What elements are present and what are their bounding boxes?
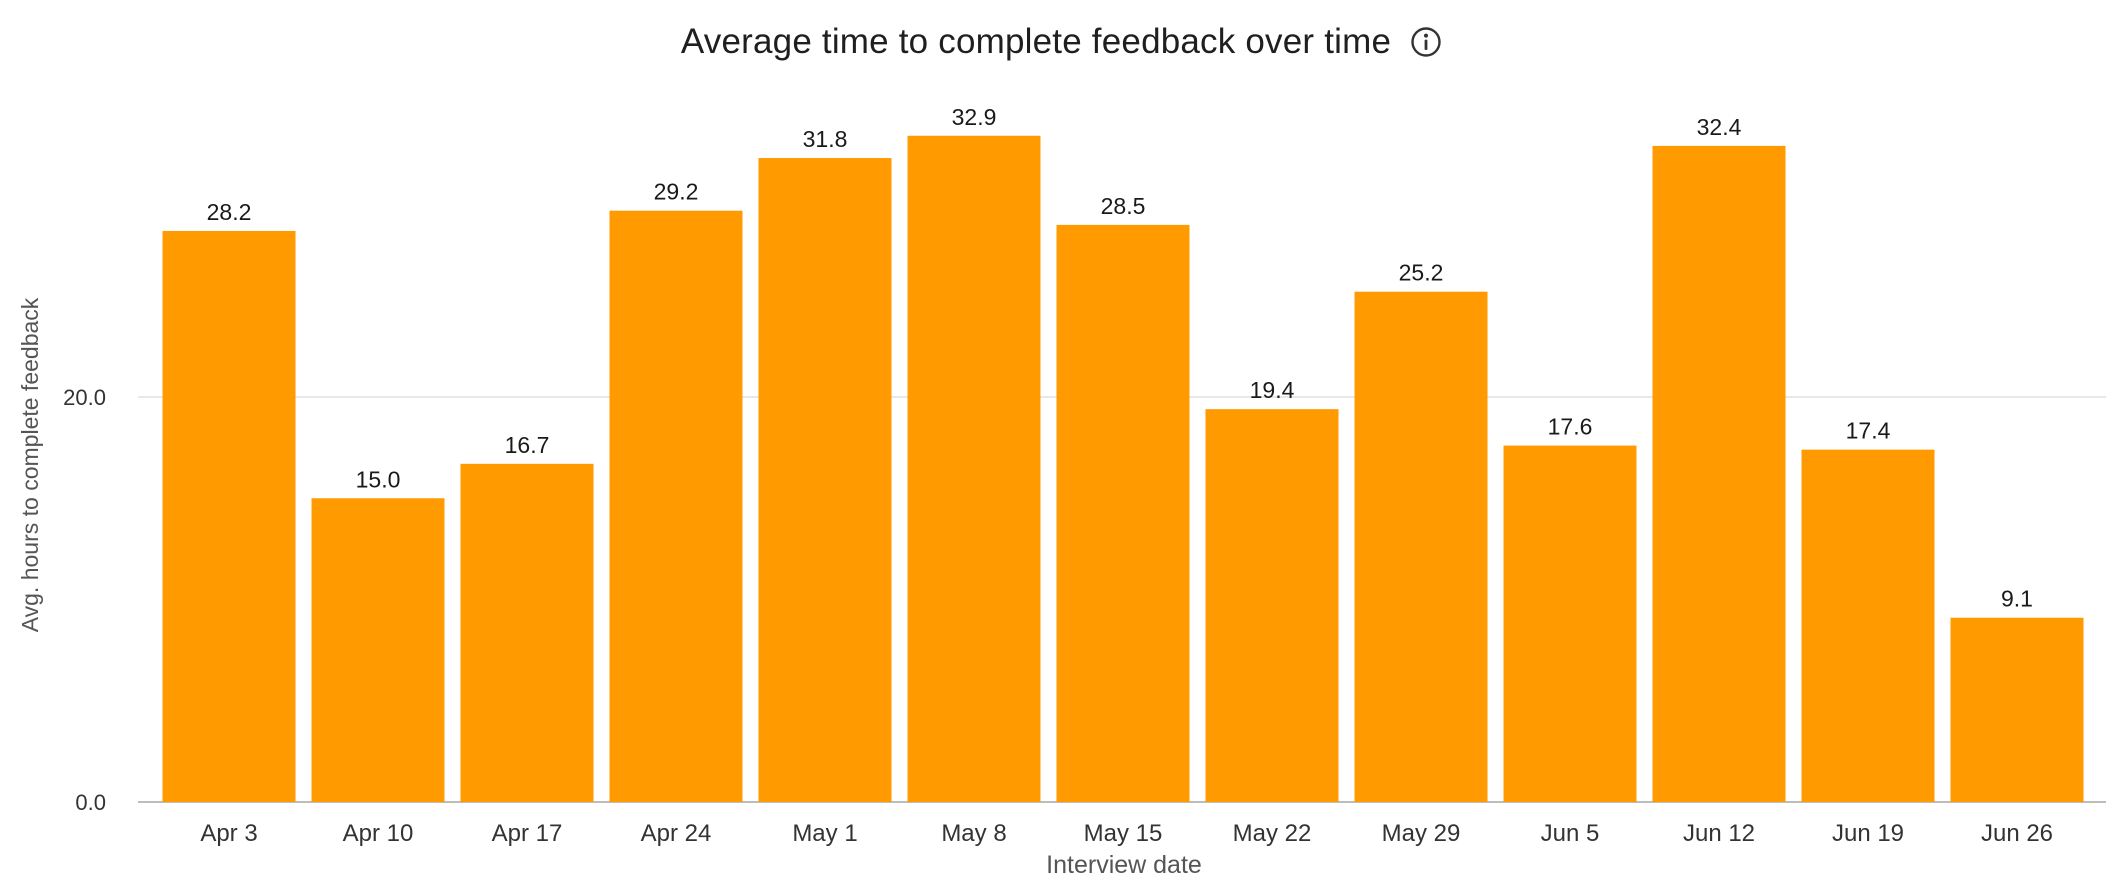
chart-title-row: Average time to complete feedback over t… xyxy=(0,14,2124,70)
x-tick-label: Apr 3 xyxy=(200,820,257,847)
y-tick-label: 0.0 xyxy=(75,790,106,815)
bar-value-label: 25.2 xyxy=(1399,260,1444,286)
bar-value-label: 31.8 xyxy=(803,126,848,152)
y-axis-title: Avg. hours to complete feedback xyxy=(17,297,43,632)
bar[interactable] xyxy=(311,498,445,802)
x-tick-label: Jun 19 xyxy=(1832,820,1904,847)
bar-value-label: 28.2 xyxy=(207,199,252,225)
x-tick-label: Apr 10 xyxy=(343,820,414,847)
bar[interactable] xyxy=(162,230,296,802)
bar-value-label: 29.2 xyxy=(654,179,699,205)
bar[interactable] xyxy=(1950,617,2084,802)
bar-value-label: 32.4 xyxy=(1697,114,1742,140)
x-tick-label: May 1 xyxy=(792,820,857,847)
bar[interactable] xyxy=(1652,145,1786,802)
bar[interactable] xyxy=(758,158,892,803)
y-tick-label: 20.0 xyxy=(63,385,106,410)
value-labels: 28.2 15.0 16.7 29.2 31.8 32.9 28.5 19.4 25.2 17.6… xyxy=(207,104,2033,612)
x-tick-label: May 15 xyxy=(1084,820,1163,847)
x-tick-label: May 8 xyxy=(941,820,1006,847)
bar-value-label: 19.4 xyxy=(1250,377,1295,403)
bar-value-label: 9.1 xyxy=(2001,586,2033,612)
bar-value-label: 32.9 xyxy=(952,104,997,130)
bar-value-label: 17.6 xyxy=(1548,414,1593,440)
x-tick-labels: Apr 3 Apr 10 Apr 17 Apr 24 May 1 May 8 May 15 M… xyxy=(200,820,2053,847)
bar[interactable] xyxy=(1801,449,1935,802)
bar[interactable] xyxy=(1354,291,1488,802)
bar[interactable] xyxy=(460,463,594,802)
bar[interactable] xyxy=(1205,409,1339,802)
bar[interactable] xyxy=(907,135,1041,802)
bar-value-label: 16.7 xyxy=(505,432,550,458)
bar[interactable] xyxy=(1503,445,1637,802)
x-tick-label: Apr 17 xyxy=(492,820,563,847)
x-tick-label: Apr 24 xyxy=(641,820,712,847)
x-tick-label: Jun 5 xyxy=(1541,820,1600,847)
bar[interactable] xyxy=(609,210,743,802)
bar[interactable] xyxy=(1056,224,1190,802)
bar-value-label: 28.5 xyxy=(1101,193,1146,219)
chart-title: Average time to complete feedback over t… xyxy=(680,22,1392,61)
bar-value-label: 17.4 xyxy=(1846,418,1891,444)
x-tick-label: Jun 12 xyxy=(1683,820,1755,847)
x-axis-title: Interview date xyxy=(1046,851,1202,879)
x-tick-label: Jun 26 xyxy=(1981,820,2053,847)
bar-value-label: 15.0 xyxy=(356,466,401,492)
info-icon[interactable] xyxy=(1409,25,1443,59)
x-tick-label: May 22 xyxy=(1233,820,1312,847)
y-tick-labels: 0.0 20.0 xyxy=(63,385,106,815)
x-tick-label: May 29 xyxy=(1382,820,1461,847)
bars xyxy=(162,135,2084,803)
